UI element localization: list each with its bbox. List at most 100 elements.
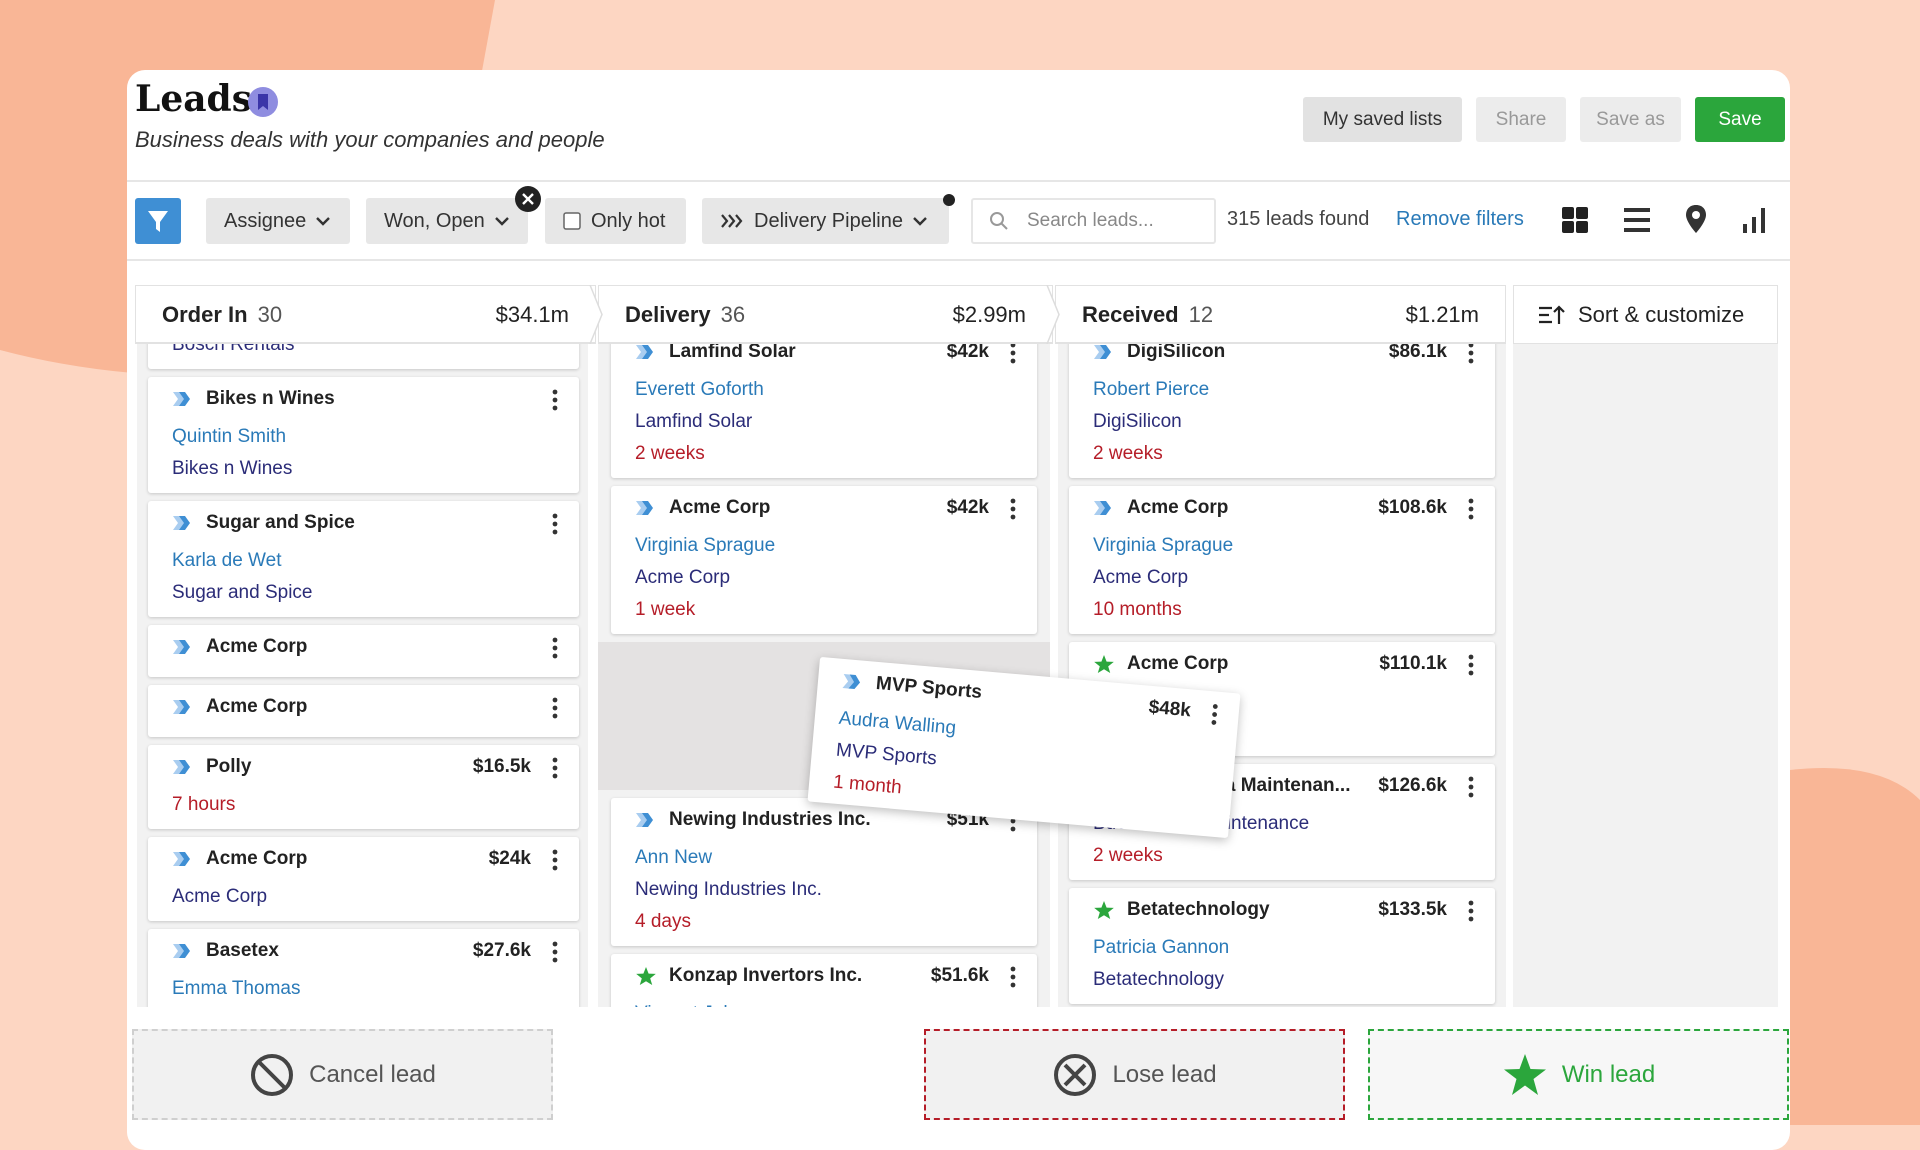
card-value: $126.6k [1378, 775, 1447, 796]
lead-card[interactable]: Acme Corp [148, 625, 579, 677]
lead-card[interactable]: Bosch Rentals [148, 344, 579, 369]
lead-card[interactable]: Newing Industries Inc. $51k Ann New Newing … [611, 798, 1037, 946]
pipeline-icon [721, 214, 743, 228]
card-header: MVP Sports $48k [840, 659, 1240, 738]
chevron [913, 217, 927, 226]
lead-icon [173, 392, 190, 406]
card-menu[interactable] [551, 697, 559, 719]
card-menu[interactable] [551, 941, 559, 963]
card-menu[interactable] [1467, 344, 1475, 364]
lead-icon [1094, 345, 1111, 359]
bookmark-icon[interactable] [247, 86, 279, 118]
chart-view-icon[interactable] [1741, 206, 1769, 234]
card-header: Lamfind Solar $42k [635, 344, 1037, 374]
cancel-drop-zone[interactable]: Cancel lead [132, 1029, 553, 1120]
column-body: Lamfind Solar $42k Everett Goforth Lamfind … [598, 344, 1050, 1007]
lead-card[interactable]: Bikes n Wines Quintin Smith Bikes n Wines [148, 377, 579, 493]
lead-card[interactable]: Konzap Invertors Inc. $51.6k Vincent Johns… [611, 954, 1037, 1007]
card-age: 1 week [635, 599, 696, 620]
lead-card[interactable]: DigiSilicon $86.1k Robert Pierce DigiSilico… [1069, 344, 1495, 478]
card-menu[interactable] [551, 757, 559, 779]
save-as-button[interactable]: Save as [1580, 97, 1681, 142]
card-menu[interactable] [1467, 498, 1475, 520]
card-title: Acme Corp [206, 696, 308, 717]
column-name: Order In 30 [162, 302, 282, 328]
card-title: DigiSilicon [1127, 344, 1226, 362]
chevron [316, 217, 331, 226]
dragged-card[interactable]: MVP Sports $48k Audra Walling MVP Sports 1 m… [807, 656, 1241, 839]
card-company: Basetex [172, 1005, 579, 1007]
column-total: $2.99m [952, 302, 1026, 327]
card-company: Acme Corp [1093, 567, 1189, 588]
card-header: Acme Corp [172, 625, 579, 669]
card-value: $48k [1147, 696, 1192, 722]
filter-label: Won, Open [384, 209, 485, 232]
remove-filters-link[interactable]: Remove filters [1396, 208, 1524, 230]
card-menu[interactable] [551, 637, 559, 659]
card-menu[interactable] [1009, 344, 1017, 364]
lead-card[interactable]: Acme Corp [148, 685, 579, 737]
card-menu[interactable] [1467, 900, 1475, 922]
lead-card[interactable]: Polly $16.5k 7 hours [148, 745, 579, 829]
card-menu[interactable] [1009, 966, 1017, 988]
lead-card[interactable]: Acme Corp $108.6k Virginia Sprague Acme Cor… [1069, 486, 1495, 634]
card-title: Lamfind Solar [669, 344, 796, 362]
lead-card[interactable]: Sugar and Spice Karla de Wet Sugar and Spi… [148, 501, 579, 617]
lead-card[interactable]: Betatechnology $133.5k Patricia Gannon Beta… [1069, 888, 1495, 1004]
card-contact: Patricia Gannon [1093, 937, 1230, 958]
card-header: Konzap Invertors Inc. $51.6k [635, 954, 1037, 998]
lose-drop-zone[interactable]: Lose lead [924, 1029, 1345, 1120]
win-drop-zone[interactable]: Win lead [1368, 1029, 1789, 1120]
lead-icon [636, 345, 653, 359]
column-body [1513, 344, 1778, 1007]
lead-card[interactable]: Lamfind Solar $42k Everett Goforth Lamfind … [611, 344, 1037, 478]
card-menu[interactable] [551, 513, 559, 535]
sort-customize-button[interactable]: Sort & customize [1513, 285, 1778, 344]
card-contact: Quintin Smith [172, 426, 287, 447]
share-button[interactable]: Share [1476, 97, 1566, 142]
saved-lists-button[interactable]: My saved lists [1303, 97, 1462, 142]
checkbox[interactable] [563, 212, 581, 230]
lead-card[interactable]: Basetex $27.6k Emma Thomas Basetex [148, 929, 579, 1007]
column-total: $1.21m [1405, 302, 1479, 327]
card-menu[interactable] [1210, 703, 1220, 726]
card-menu[interactable] [1467, 776, 1475, 798]
assignee-filter[interactable]: Assignee [206, 198, 350, 244]
card-menu[interactable] [551, 389, 559, 411]
save-button[interactable]: Save [1695, 97, 1785, 142]
lead-card[interactable]: Acme Corp $42k Virginia Sprague Acme Corp 1 … [611, 486, 1037, 634]
card-title: Acme Corp [1127, 497, 1229, 518]
card-header: Acme Corp $42k [635, 486, 1037, 530]
search-input[interactable]: Search leads... [971, 198, 1216, 244]
search-placeholder: Search leads... [1027, 210, 1154, 231]
lead-icon [173, 760, 190, 774]
card-company: Lamfind Solar [635, 411, 753, 432]
lead-icon [173, 516, 190, 530]
card-value: $42k [946, 497, 989, 518]
card-menu[interactable] [1467, 654, 1475, 676]
card-list: DigiSilicon $86.1k Robert Pierce DigiSilico… [1069, 344, 1495, 1007]
card-company: Betatechnology [1093, 969, 1224, 990]
list-view-icon[interactable] [1623, 206, 1651, 234]
drop-zone-label: Lose lead [1112, 1060, 1217, 1088]
only-hot-filter[interactable]: Only hot [545, 198, 686, 244]
card-menu[interactable] [551, 849, 559, 871]
card-title: Acme Corp [669, 497, 771, 518]
map-view-icon[interactable] [1684, 204, 1708, 234]
clear-filter[interactable] [514, 185, 542, 213]
divider [127, 180, 1790, 182]
card-menu[interactable] [1009, 498, 1017, 520]
pipeline-filter[interactable]: Delivery Pipeline [702, 198, 949, 244]
column-count: 30 [257, 302, 283, 327]
status-filter[interactable]: Won, Open [366, 198, 528, 244]
card-company: Acme Corp [172, 886, 268, 907]
card-age: 7 hours [172, 794, 236, 815]
lead-icon [173, 700, 190, 714]
lead-icon [1094, 655, 1114, 673]
filter-button[interactable] [135, 198, 181, 244]
lead-card[interactable]: Acme Corp $24k Acme Corp [148, 837, 579, 921]
card-value: $42k [946, 344, 989, 362]
board-view-icon[interactable] [1561, 206, 1589, 234]
card-value: $16.5k [472, 756, 531, 777]
card-company: Sugar and Spice [172, 582, 313, 603]
